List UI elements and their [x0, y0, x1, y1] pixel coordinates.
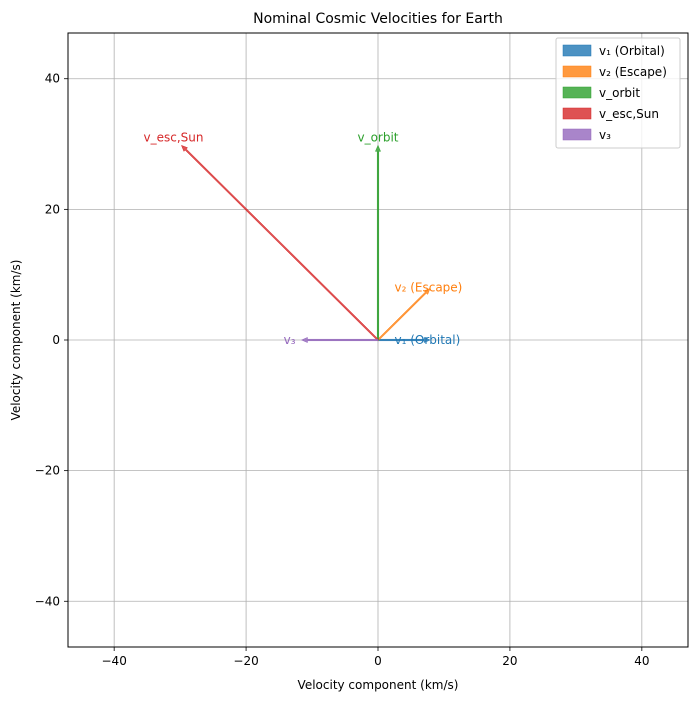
- vector-arrow-1: [377, 287, 431, 341]
- vector-label-2: v_orbit: [357, 131, 398, 145]
- x-tick-label: −40: [102, 654, 127, 668]
- vector-arrow-2: [375, 144, 381, 341]
- x-tick-label: 40: [634, 654, 649, 668]
- y-tick-label: 20: [45, 202, 60, 216]
- vector-arrow-3: [181, 144, 379, 341]
- legend-swatch-2: [562, 86, 592, 99]
- vector-label-0: v₁ (Orbital): [394, 333, 460, 347]
- vector-arrow-4: [300, 337, 379, 343]
- legend-label-1: v₂ (Escape): [599, 65, 667, 79]
- legend-swatch-4: [562, 128, 592, 141]
- legend-label-2: v_orbit: [599, 86, 640, 100]
- vector-arrow-0: [377, 337, 431, 343]
- vector-label-3: v_esc,Sun: [144, 131, 204, 145]
- y-axis-title: Velocity component (km/s): [9, 260, 23, 421]
- legend: v₁ (Orbital) v₂ (Escape) v_orbit v_esc,Sunv…: [555, 37, 681, 149]
- x-tick-label: 0: [374, 654, 382, 668]
- y-tick-label: 40: [45, 72, 60, 86]
- vector-label-1: v₂ (Escape): [394, 281, 462, 295]
- vectors: [181, 144, 431, 343]
- x-tick-label: 20: [502, 654, 517, 668]
- vector-label-4: v₃: [284, 333, 296, 347]
- y-tick-label: −20: [35, 464, 60, 478]
- x-tick-label: −20: [233, 654, 258, 668]
- x-axis-title: Velocity component (km/s): [298, 678, 459, 692]
- legend-swatch-0: [562, 44, 592, 57]
- legend-label-3: v_esc,Sun: [599, 107, 659, 121]
- legend-box: [555, 37, 681, 149]
- y-tick-label: −40: [35, 594, 60, 608]
- vector-labels: v₁ (Orbital) v₂ (Escape) v_orbit v_esc,Sunv…: [144, 131, 463, 347]
- legend-swatch-3: [562, 107, 592, 120]
- y-tick-label: 0: [52, 333, 60, 347]
- legend-label-0: v₁ (Orbital): [599, 44, 665, 58]
- chart-title: Nominal Cosmic Velocities for Earth: [253, 11, 503, 27]
- ticks: −40 −20 0 20 40 −40 −20 0 20 40: [35, 72, 650, 668]
- legend-swatch-1: [562, 65, 592, 78]
- legend-label-4: v₃: [599, 128, 611, 142]
